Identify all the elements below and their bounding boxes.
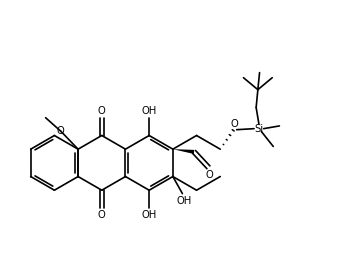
- Text: O: O: [56, 126, 64, 136]
- Text: O: O: [230, 119, 238, 129]
- Text: O: O: [205, 170, 213, 180]
- Text: OH: OH: [142, 210, 157, 220]
- Text: O: O: [98, 106, 106, 116]
- Text: OH: OH: [176, 196, 192, 206]
- Text: OH: OH: [142, 106, 157, 116]
- Text: O: O: [98, 210, 106, 220]
- Text: Si: Si: [254, 124, 263, 134]
- Polygon shape: [173, 149, 194, 154]
